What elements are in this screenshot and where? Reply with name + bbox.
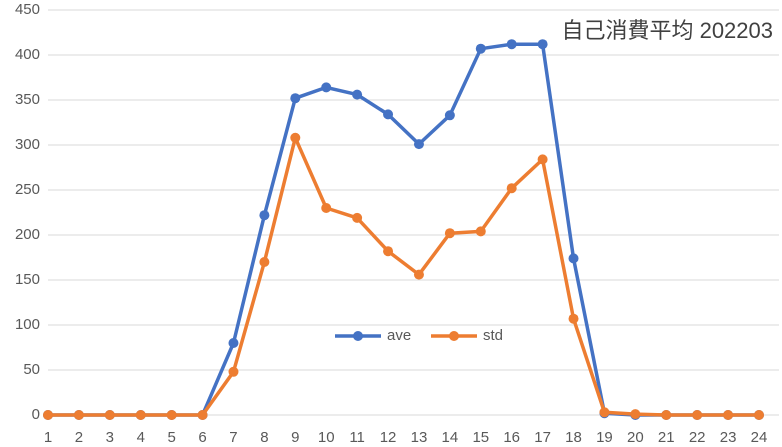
x-tick-label: 5: [167, 429, 175, 446]
legend-label: std: [483, 327, 503, 344]
legend-marker: [353, 331, 363, 341]
x-tick-label: 18: [565, 429, 582, 446]
point: [444, 228, 455, 239]
point: [475, 226, 486, 237]
series-line: [48, 136, 759, 417]
point: [259, 257, 270, 267]
y-tick-label: 0: [32, 406, 40, 423]
point: [43, 410, 53, 420]
x-tick-label: 23: [720, 429, 737, 446]
point: [568, 313, 579, 324]
point: [692, 410, 703, 420]
x-tick-label: 21: [658, 429, 675, 446]
x-tick-label: 24: [751, 429, 768, 446]
x-tick-label: 12: [380, 429, 397, 446]
x-tick-label: 16: [503, 429, 520, 446]
point: [413, 269, 424, 280]
x-tick-label: 17: [534, 429, 551, 446]
y-tick-label: 150: [15, 271, 40, 288]
x-tick-label: 4: [137, 429, 145, 446]
point: [537, 39, 548, 50]
point: [599, 407, 610, 418]
y-tick-label: 200: [15, 226, 40, 243]
point: [661, 410, 672, 420]
point: [413, 139, 424, 150]
x-tick-label: 13: [411, 429, 428, 446]
x-tick-label: 3: [106, 429, 114, 446]
x-tick-label: 2: [75, 429, 83, 446]
point: [352, 212, 363, 223]
point: [537, 154, 548, 165]
legend: ave std: [335, 327, 503, 344]
x-tick-label: 1: [44, 429, 52, 446]
y-tick-label: 300: [15, 136, 40, 153]
y-tick-label: 100: [15, 316, 40, 333]
point: [321, 82, 332, 93]
point: [135, 410, 146, 420]
point: [259, 210, 270, 221]
x-tick-label: 14: [442, 429, 459, 446]
x-tick-label: 22: [689, 429, 706, 446]
y-tick-label: 350: [15, 91, 40, 108]
x-tick-label: 15: [472, 429, 489, 446]
point: [506, 39, 517, 50]
point: [166, 410, 177, 420]
point: [475, 43, 486, 54]
point: [290, 93, 301, 104]
legend-marker: [449, 331, 459, 341]
x-tick-label: 19: [596, 429, 613, 446]
point: [383, 109, 394, 120]
y-tick-label: 400: [15, 46, 40, 63]
point: [383, 246, 394, 257]
x-tick-label: 6: [198, 429, 206, 446]
y-tick-label: 50: [23, 361, 40, 378]
x-tick-label: 8: [260, 429, 268, 446]
point: [630, 409, 641, 420]
point: [568, 253, 579, 264]
legend-label: ave: [387, 327, 411, 344]
point: [723, 410, 734, 420]
point: [104, 410, 115, 420]
point: [228, 338, 239, 348]
point: [444, 110, 455, 121]
chart-title: 自己消費平均 202203: [561, 18, 773, 43]
point: [197, 410, 208, 420]
point: [506, 183, 517, 194]
x-tick-label: 7: [229, 429, 237, 446]
x-tick-label: 9: [291, 429, 299, 446]
y-tick-label: 450: [15, 1, 40, 18]
point: [754, 410, 764, 420]
point: [290, 132, 301, 143]
x-tick-label: 20: [627, 429, 644, 446]
x-tick-label: 11: [349, 429, 365, 446]
point: [352, 89, 363, 100]
y-tick-label: 250: [15, 181, 40, 198]
point: [321, 203, 332, 213]
point: [73, 410, 84, 420]
x-tick-label: 10: [318, 429, 335, 446]
point: [228, 366, 239, 377]
